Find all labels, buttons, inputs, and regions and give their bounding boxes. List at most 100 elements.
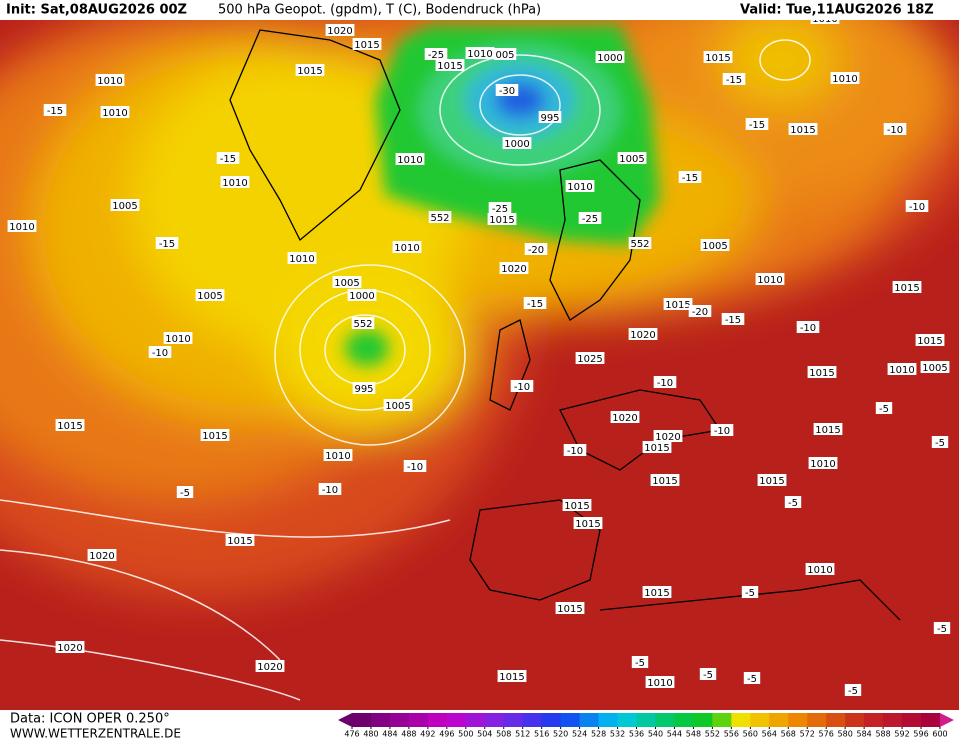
label-box [645, 676, 675, 688]
map-label: 1010 [9, 222, 34, 233]
map-label: 1020 [612, 413, 637, 424]
map-label: 1010 [397, 155, 422, 166]
colorbar-tick-label: 548 [686, 730, 701, 739]
label-box [383, 399, 413, 411]
label-box [487, 213, 517, 225]
map-label: 995 [540, 113, 559, 124]
label-box [403, 460, 427, 472]
map-label: 1015 [894, 283, 919, 294]
map-label: 1015 [564, 501, 589, 512]
map-label: -15 [749, 120, 765, 131]
map-label: 1010 [97, 76, 122, 87]
colorbar-cell [655, 713, 675, 727]
label-box [148, 346, 172, 358]
colorbar-tick-label: 584 [856, 730, 871, 739]
label-box [155, 237, 179, 249]
colorbar-cell [769, 713, 789, 727]
colorbar-tick-label: 540 [648, 730, 663, 739]
label-box [220, 176, 250, 188]
map-label: 1010 [102, 108, 127, 119]
label-box [642, 586, 672, 598]
map-label: -20 [692, 307, 708, 318]
label-box [595, 51, 625, 63]
label-box [497, 670, 527, 682]
colorbar-tick-label: 480 [363, 730, 378, 739]
map-label: 1010 [647, 678, 672, 689]
label-box [332, 276, 362, 288]
map-label: -5 [937, 624, 947, 635]
label-box [562, 499, 592, 511]
label-box [905, 200, 929, 212]
label-box [703, 51, 733, 63]
map-label: 1015 [759, 476, 784, 487]
map-label: -10 [514, 382, 530, 393]
label-box [678, 171, 702, 183]
map-label: -5 [788, 498, 798, 509]
label-box [807, 366, 837, 378]
isobars [0, 39, 811, 701]
colorbar-arrow-right [940, 713, 954, 727]
label-box [200, 429, 230, 441]
map-label: 1000 [504, 139, 529, 150]
map-label: 1020 [630, 330, 655, 341]
colorbar-cell [693, 713, 713, 727]
label-box [43, 104, 67, 116]
label-box [493, 48, 517, 60]
label-box [163, 332, 193, 344]
label-box [523, 297, 547, 309]
label-box [631, 656, 649, 668]
colorbar-tick-label: 580 [838, 730, 853, 739]
map-label: 552 [430, 213, 449, 224]
map-label: -25 [428, 50, 444, 61]
label-box [495, 84, 519, 96]
label-box [887, 363, 917, 375]
label-box [610, 411, 640, 423]
map-label: -25 [492, 204, 508, 215]
label-box [295, 64, 325, 76]
map-label: -5 [935, 438, 945, 449]
map-label: -15 [682, 173, 698, 184]
colorbar-cell [446, 713, 467, 727]
colorbar-tick-label: 496 [439, 730, 454, 739]
colorbar-cell [883, 713, 903, 727]
map-label: 005 [495, 50, 514, 61]
colorbar-cell [484, 713, 505, 727]
map-label: 1005 [334, 278, 359, 289]
label-box [784, 496, 802, 508]
label-box [788, 123, 818, 135]
map-label: 552 [630, 239, 649, 250]
colorbar-cell [408, 713, 429, 727]
colorbar-tick-label: 492 [420, 730, 435, 739]
map-label: -15 [527, 299, 543, 310]
colorbar-tick-label: 528 [591, 730, 606, 739]
label-box [722, 73, 746, 85]
site: WWW.WETTERZENTRALE.DE [10, 727, 181, 741]
label-box [650, 474, 680, 486]
label-box [110, 199, 140, 211]
map-label: 1015 [652, 476, 677, 487]
data-source: Data: ICON OPER 0.250° [10, 712, 170, 727]
colorbar-cell [617, 713, 638, 727]
map-label: 1010 [165, 334, 190, 345]
colorbar-tick-label: 536 [629, 730, 644, 739]
colorbar-tick-label: 476 [344, 730, 359, 739]
colorbar-cell [560, 713, 581, 727]
map-label: -5 [180, 488, 190, 499]
label-box [510, 380, 534, 392]
map-label: 1020 [89, 551, 114, 562]
map-label: 1015 [665, 300, 690, 311]
label-box [796, 321, 820, 333]
colorbar-tick-label: 588 [875, 730, 890, 739]
map-label: -10 [800, 323, 816, 334]
colorbar-tick-label: 560 [743, 730, 758, 739]
colorbar-cell [845, 713, 865, 727]
colorbar-cell [750, 713, 770, 727]
colorbar-tick-label: 544 [667, 730, 682, 739]
map-label: 1005 [922, 363, 947, 374]
map-label: 1020 [655, 432, 680, 443]
colorbar-tick-label: 552 [705, 730, 720, 739]
colorbar-tick-label: 568 [781, 730, 796, 739]
map-label: 1010 [832, 74, 857, 85]
label-box [287, 252, 317, 264]
label-box [617, 152, 647, 164]
